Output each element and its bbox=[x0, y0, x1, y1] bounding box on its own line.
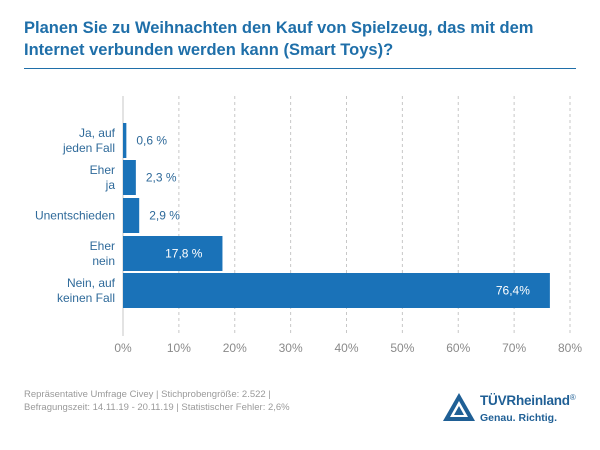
category-label: Nein, auf keinen Fall bbox=[57, 276, 116, 305]
value-label: 2,3 % bbox=[146, 171, 177, 185]
bar bbox=[123, 236, 223, 271]
bar-chart: Ja, auf jeden Fall Eher ja Unentschieden Eher… bbox=[35, 96, 582, 355]
x-tick-label: 40% bbox=[334, 341, 358, 355]
brand-name: TÜVRheinland® bbox=[480, 393, 576, 408]
x-tick-label: 20% bbox=[223, 341, 247, 355]
bar bbox=[123, 123, 127, 158]
value-label: 2,9 % bbox=[149, 209, 180, 223]
category-labels: Ja, auf jeden Fall Eher ja Unentschieden Eher… bbox=[35, 126, 116, 305]
chart-title: Planen Sie zu Weihnachten den Kauf von S… bbox=[24, 19, 534, 59]
x-tick-labels: 0% 10% 20% 30% 40% 50% 60% 70% 80% bbox=[114, 341, 582, 355]
x-tick-label: 30% bbox=[279, 341, 303, 355]
bar bbox=[123, 273, 550, 308]
x-tick-label: 50% bbox=[390, 341, 414, 355]
value-label: 17,8 % bbox=[165, 247, 203, 261]
source-line-2: Befragungszeit: 14.11.19 - 20.11.19 | St… bbox=[24, 402, 290, 413]
category-label: Eher ja bbox=[90, 163, 116, 192]
value-label: 0,6 % bbox=[136, 134, 167, 148]
brand-slogan: Genau. Richtig. bbox=[480, 412, 558, 424]
x-tick-label: 80% bbox=[558, 341, 582, 355]
value-labels: 0,6 % 2,3 % 2,9 % 17,8 % 76,4% bbox=[136, 134, 530, 298]
value-label: 76,4% bbox=[496, 284, 530, 298]
source-line-1: Repräsentative Umfrage Civey | Stichprob… bbox=[24, 389, 271, 400]
bars bbox=[123, 123, 550, 308]
registered-mark: ® bbox=[569, 393, 576, 402]
brand-logo: TÜVRheinland® Genau. Richtig. bbox=[440, 388, 580, 428]
x-tick-label: 60% bbox=[446, 341, 470, 355]
x-tick-label: 10% bbox=[167, 341, 191, 355]
bar bbox=[123, 198, 140, 233]
x-tick-label: 0% bbox=[114, 341, 132, 355]
category-label: Ja, auf jeden Fall bbox=[62, 126, 116, 155]
title-divider bbox=[24, 68, 576, 69]
source-note: Repräsentative Umfrage Civey | Stichprob… bbox=[24, 388, 354, 414]
x-tick-label: 70% bbox=[502, 341, 526, 355]
brand-name-text: TÜVRheinland bbox=[480, 393, 570, 408]
category-label: Eher nein bbox=[90, 239, 115, 268]
bar bbox=[123, 160, 136, 195]
category-label: Unentschieden bbox=[35, 209, 115, 223]
triangle-logo-icon bbox=[443, 393, 475, 421]
